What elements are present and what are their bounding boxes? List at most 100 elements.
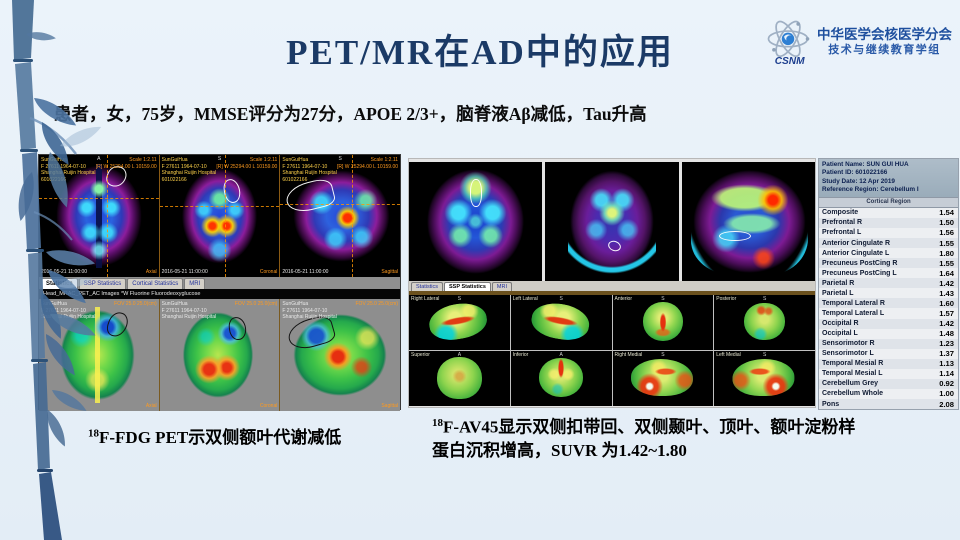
roi-outline: [470, 178, 483, 207]
brain-surface-image: [528, 298, 592, 344]
table-row: Pons 2.08: [819, 399, 958, 410]
scale-overlay: FOV 25.0 25.0(cm): [114, 301, 157, 307]
patient-summary: 患者，女，75岁，MMSE评分为27分，APOE 2/3+，脑脊液Aβ减低，Ta…: [54, 104, 647, 124]
org-name-line1: 中华医学会核医学分会: [817, 26, 952, 42]
av45-caption: 18F-AV45显示双侧扣带回、双侧颞叶、顶叶、额叶淀粉样 蛋白沉积增高，SUV…: [432, 417, 856, 460]
ssp-coronal-panel: SunGuiHua F 27611 1964-07-10 Shanghai Ru…: [159, 299, 280, 411]
fdg-caption: 18F-FDG PET示双侧额叶代谢减低: [88, 427, 342, 447]
reference-region: Reference Region: Cerebellum I: [822, 186, 919, 194]
ssp-axial-panel: SunGuiHua F 27611 1964-07-10 Shanghai Ru…: [39, 299, 159, 411]
brain-surface-image: [538, 357, 584, 398]
crosshair-vertical: [352, 155, 354, 277]
ssp-superior: Superior A: [409, 351, 510, 406]
table-row: Anterior Cingulate R 1.55: [819, 238, 958, 249]
table-row: Temporal Mesial R 1.13: [819, 358, 958, 369]
brain-surface-image: [744, 302, 785, 341]
ssp-right-lateral: Right Lateral S: [409, 295, 510, 350]
brain-surface-image: [437, 356, 482, 400]
ssp-anterior: Anterior S: [612, 295, 714, 350]
tab-ssp-statistics[interactable]: SSP Statistics: [444, 282, 491, 291]
av45-slice-row: [409, 159, 815, 281]
table-row: Cerebellum Whole 1.00: [819, 388, 958, 399]
ssp-coronal-brain-image: [181, 310, 256, 400]
orientation-letter: A: [97, 156, 101, 162]
table-row: Parietal R 1.42: [819, 278, 958, 289]
scale-overlay: Scale 1:2.11 [R] W 25294.00 L 10159.00: [337, 157, 399, 170]
dicom-overlay: SunGuiHua F 27611 1964-07-10 Shanghai Ru…: [161, 157, 217, 183]
brain-surface-image: [426, 298, 491, 344]
csnm-acronym: CSNM: [775, 56, 805, 67]
datetime-overlay: 2016-05-21 11:00:00: [282, 268, 329, 275]
table-row: Precuneus PostCing L 1.64: [819, 268, 958, 279]
csnm-atom-icon: CSNM: [767, 20, 810, 67]
view-label: Axial: [145, 268, 157, 275]
patient-id: Patient ID: 601022166: [822, 169, 888, 177]
fdg-pet-viewer: SunGuiHua F 27611 1964-07-10 Shanghai Ru…: [38, 154, 401, 411]
tab-statistics[interactable]: Statistics: [411, 282, 444, 291]
av45-axial-panel: [409, 162, 543, 281]
orientation-letter: S: [217, 156, 222, 162]
brain-surface-image: [630, 358, 694, 397]
av45-sagittal-brain-image: [690, 167, 809, 276]
ssp-left-medial: Left Medial S: [714, 351, 815, 406]
table-row: Prefrontal L 1.56: [819, 227, 958, 238]
suvr-table-header: Patient Name: SUN GUI HUA Patient ID: 60…: [819, 159, 958, 197]
tab-mri[interactable]: MRI: [491, 282, 512, 291]
av45-tab-bar: Statistics SSP Statistics MRI: [409, 281, 815, 291]
brain-surface-image: [642, 301, 684, 342]
ssp-posterior: Posterior S: [714, 295, 815, 350]
brain-surface-image: [732, 358, 795, 397]
tab-ssp-statistics[interactable]: SSP Statistics: [78, 278, 127, 289]
fdg-ssp-row: SunGuiHua F 27611 1964-07-10 Shanghai Ru…: [39, 299, 401, 411]
dicom-overlay: SunGuiHua F 27611 1964-07-10 Shanghai Ru…: [282, 157, 337, 183]
suvr-table: Patient Name: SUN GUI HUA Patient ID: 60…: [818, 158, 959, 410]
page-title: PET/MR在AD中的应用: [286, 33, 674, 72]
crosshair-vertical: [107, 155, 109, 277]
dicom-overlay: SunGuiHua F 27611 1964-07-10 Shanghai Ru…: [41, 157, 96, 183]
crosshair-vertical: [225, 155, 227, 277]
org-name: 中华医学会核医学分会 技术与继续教育学组: [817, 27, 952, 58]
table-row: Occipital L 1.48: [819, 328, 958, 339]
study-date: Study Date: 12 Apr 2019: [822, 177, 895, 185]
ssp-left-lateral: Left Lateral S: [510, 295, 612, 350]
org-logo: CSNM 中华医学会核医学分会 技术与继续教育学组: [763, 16, 952, 68]
av45-coronal-brain-image: [567, 167, 656, 276]
table-row: Parietal L 1.43: [819, 288, 958, 299]
fdg-sagittal-brain-image: [291, 168, 392, 264]
view-label: Sagittal: [381, 402, 399, 409]
av45-sagittal-panel: [681, 162, 815, 281]
table-row: Temporal Mesial L 1.14: [819, 368, 958, 379]
view-label: Axial: [145, 402, 157, 409]
scale-overlay: FOV 25.0 25.0(cm): [355, 301, 399, 307]
ssp-sagittal-brain-image: [291, 312, 390, 398]
scale-overlay: Scale 1:2.11 [R] W 25294.00 L 10159.00: [216, 157, 278, 170]
fdg-fused-row: SunGuiHua F 27611 1964-07-10 Shanghai Ru…: [39, 155, 401, 277]
series-description-bar: Head_MRAC_PET_AC Images *W Fluorine Fluo…: [39, 289, 400, 299]
view-label: Coronal: [259, 268, 278, 275]
column-header: Cortical Region: [819, 196, 958, 208]
table-row: Anterior Cingulate L 1.80: [819, 248, 958, 259]
tab-statistics[interactable]: Statistics: [41, 278, 78, 289]
dicom-overlay: SunGuiHua F 27611 1964-07-10 Shanghai Ru…: [282, 301, 337, 320]
crosshair-horizontal: [280, 203, 401, 205]
table-row: Precuneus PostCing R 1.55: [819, 258, 958, 269]
tab-mri[interactable]: MRI: [184, 278, 206, 289]
fdg-coronal-brain-image: [180, 165, 259, 266]
scale-overlay: Scale 1:2.11 [R] W 25294.00 L 10159.00: [95, 157, 157, 170]
view-label: Coronal: [259, 402, 278, 409]
table-row: Sensorimotor L 1.37: [819, 348, 958, 359]
crosshair-horizontal: [39, 197, 159, 199]
table-row: Sensorimotor R 1.23: [819, 338, 958, 349]
table-row: Temporal Lateral R 1.60: [819, 298, 958, 309]
dicom-overlay: SunGuiHua F 27611 1964-07-10 Shanghai Ru…: [161, 301, 217, 320]
fdg-tab-bar: Statistics SSP Statistics Cortical Stati…: [39, 277, 400, 289]
ssp-right-medial: Right Medial S: [612, 351, 714, 406]
patient-name: Patient Name: SUN GUI HUA: [822, 161, 909, 168]
fdg-axial-panel: SunGuiHua F 27611 1964-07-10 Shanghai Ru…: [39, 155, 159, 277]
fdg-coronal-panel: SunGuiHua F 27611 1964-07-10 Shanghai Ru…: [159, 155, 280, 277]
dicom-overlay: SunGuiHua F 27611 1964-07-10 Shanghai Ru…: [41, 301, 96, 320]
tab-cortical-statistics[interactable]: Cortical Statistics: [127, 278, 184, 289]
table-row: Cerebellum Grey 0.92: [819, 378, 958, 389]
divider-bar: [409, 291, 815, 295]
av45-ssp-grid: Right Lateral S Left Lateral S Anterior …: [409, 295, 815, 406]
